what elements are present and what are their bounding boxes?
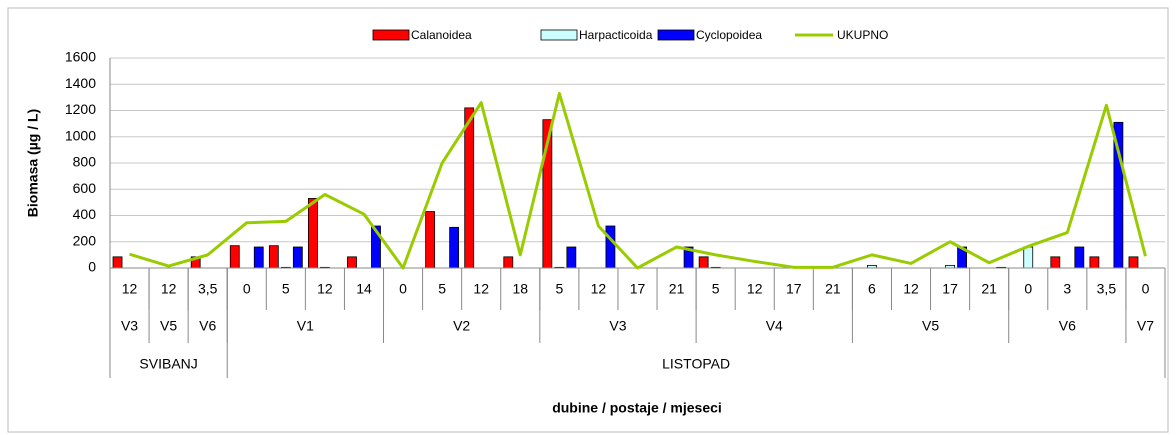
x-tick-label: 12 xyxy=(473,281,489,297)
legend-label: Harpacticoida xyxy=(579,28,653,42)
x-tick-label: 5 xyxy=(282,281,290,297)
x-tick-label: 5 xyxy=(712,281,720,297)
x-tick-label: 17 xyxy=(630,281,646,297)
bar xyxy=(1050,256,1061,269)
x-tick-label: 17 xyxy=(942,281,958,297)
line xyxy=(129,91,1147,270)
chart-border xyxy=(7,7,1169,433)
x-tick-label: 12 xyxy=(317,281,333,297)
legend-swatch xyxy=(372,29,410,41)
legend-label: UKUPNO xyxy=(837,28,888,42)
x-tick-label: 12 xyxy=(591,281,607,297)
x-tick-label: 12 xyxy=(903,281,919,297)
bar xyxy=(449,226,460,269)
stations-label: V5 xyxy=(160,318,177,334)
x-tick-label: 21 xyxy=(825,281,841,297)
y-tick-label: 800 xyxy=(73,154,97,170)
bar xyxy=(503,256,514,269)
stations-label: V5 xyxy=(922,318,939,334)
legend-swatch xyxy=(540,29,578,41)
x-tick-label: 0 xyxy=(399,281,407,297)
stations-label: V6 xyxy=(1059,318,1076,334)
legend-label: Calanoidea xyxy=(411,28,472,42)
x-tick-label: 12 xyxy=(747,281,763,297)
bar xyxy=(292,246,303,269)
x-tick-label: 0 xyxy=(243,281,251,297)
months-label: LISTOPAD xyxy=(662,356,730,372)
legend-swatch xyxy=(657,29,695,41)
stations-label: V2 xyxy=(453,318,470,334)
bar xyxy=(268,245,279,269)
x-tick-label: 0 xyxy=(1142,281,1150,297)
stations-label: V4 xyxy=(766,318,783,334)
bar xyxy=(308,198,318,269)
x-tick-label: 3,5 xyxy=(1097,281,1117,297)
y-tick-label: 1600 xyxy=(65,49,96,65)
y-axis-label: Biomasa (µg / L) xyxy=(25,109,41,217)
bar xyxy=(253,246,264,269)
x-tick-label: 12 xyxy=(122,281,138,297)
months-label: SVIBANJ xyxy=(139,356,197,372)
x-tick-label: 14 xyxy=(356,281,372,297)
x-tick-label: 0 xyxy=(1024,281,1032,297)
x-tick-label: 18 xyxy=(512,281,528,297)
bar xyxy=(464,107,475,269)
x-tick-label: 3,5 xyxy=(198,281,218,297)
y-tick-label: 200 xyxy=(73,232,97,248)
bar xyxy=(229,245,240,269)
bar xyxy=(1023,246,1034,269)
bar xyxy=(698,256,709,269)
x-tick-label: 17 xyxy=(786,281,802,297)
x-tick-label: 21 xyxy=(981,281,997,297)
x-tick-label: 5 xyxy=(555,281,563,297)
y-tick-label: 1400 xyxy=(65,75,96,91)
bar xyxy=(1128,256,1139,269)
x-tick-label: 5 xyxy=(438,281,446,297)
y-tick-label: 600 xyxy=(73,180,97,196)
bar xyxy=(425,211,436,269)
bar xyxy=(1089,256,1100,269)
stations-label: V1 xyxy=(297,318,314,334)
y-tick-label: 1200 xyxy=(65,101,96,117)
stations-label: V7 xyxy=(1137,318,1154,334)
x-tick-label: 21 xyxy=(669,281,685,297)
x-tick-label: 3 xyxy=(1063,281,1071,297)
y-tick-label: 0 xyxy=(88,259,96,275)
x-tick-label: 6 xyxy=(868,281,876,297)
stations-label: V3 xyxy=(121,318,138,334)
stations-label: V3 xyxy=(609,318,626,334)
bar xyxy=(112,256,123,269)
bar xyxy=(566,246,577,269)
legend-label: Cyclopoidea xyxy=(696,28,762,42)
y-tick-label: 400 xyxy=(73,206,97,222)
y-tick-label: 1000 xyxy=(65,127,96,143)
x-tick-label: 12 xyxy=(161,281,177,297)
x-axis-label: dubine / postaje / mjeseci xyxy=(552,400,722,416)
bar xyxy=(347,256,357,269)
bar xyxy=(1074,246,1085,269)
stations-label: V6 xyxy=(199,318,216,334)
bar xyxy=(605,225,616,269)
